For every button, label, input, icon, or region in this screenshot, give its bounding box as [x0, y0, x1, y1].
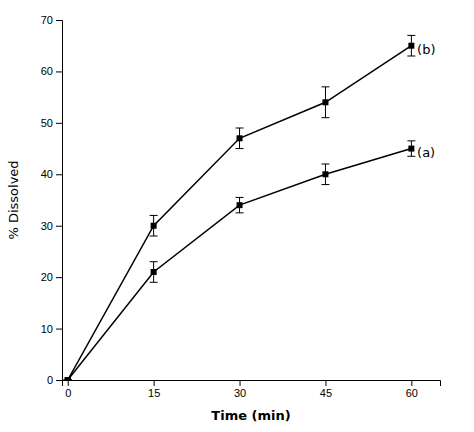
x-axis-tick-mark — [68, 380, 69, 386]
x-axis-tick-label: 45 — [320, 387, 332, 399]
marks — [64, 35, 416, 380]
marker — [237, 135, 243, 141]
y-axis: 0 10 20 30 40 50 60 70 — [41, 14, 63, 386]
y-axis-line — [56, 21, 63, 381]
y-axis-tick-mark — [56, 226, 62, 227]
y-axis-tick-label: 50 — [41, 117, 53, 129]
x-axis-tick-mark — [325, 380, 326, 386]
x-axis-tick-label: 60 — [406, 387, 418, 399]
marker — [151, 269, 157, 275]
y-axis-tick-label: 10 — [41, 323, 53, 335]
annotations: (b) (a) — [417, 42, 435, 160]
x-axis-tick: 60 — [406, 380, 418, 399]
x-axis: 0 15 30 45 60 — [63, 380, 441, 399]
y-axis-tick-label: 0 — [47, 374, 53, 386]
chart: 0 15 30 45 60 0 10 20 30 40 50 60 70 (b) (a) Time (min)… — [0, 0, 474, 432]
marker — [322, 99, 328, 105]
y-axis-tick-mark — [56, 329, 62, 330]
y-axis-tick-mark — [56, 123, 62, 124]
x-axis-tick-label: 15 — [148, 387, 160, 399]
y-axis-tick-mark — [56, 71, 62, 72]
y-axis-tick: 30 — [41, 220, 62, 232]
annotation: (a) — [417, 145, 435, 160]
error-bar — [321, 164, 329, 185]
series-line — [68, 149, 412, 380]
annotation: (b) — [417, 42, 435, 57]
error-bar — [150, 262, 158, 283]
y-axis-tick-mark — [56, 277, 62, 278]
x-axis-tick: 0 — [65, 380, 71, 399]
marker — [322, 171, 328, 177]
error-bar — [150, 215, 158, 236]
x-axis-tick-label: 0 — [65, 387, 71, 399]
y-axis-tick-label: 60 — [41, 65, 53, 77]
marker — [408, 43, 414, 49]
x-axis-title: Time (min) — [211, 408, 290, 423]
x-axis-tick: 30 — [234, 380, 246, 399]
y-axis-tick: 20 — [41, 271, 62, 283]
x-axis-line — [63, 381, 441, 387]
series — [64, 141, 416, 380]
y-axis-tick-mark — [56, 380, 62, 381]
x-axis-tick: 15 — [148, 380, 160, 399]
marker — [65, 377, 71, 380]
y-axis-tick-label: 20 — [41, 271, 53, 283]
error-bar — [407, 35, 415, 56]
marker — [408, 146, 414, 152]
y-axis-tick-label: 30 — [41, 220, 53, 232]
plot-area: 0 15 30 45 60 0 10 20 30 40 50 60 70 (b) (a) — [41, 14, 441, 399]
y-axis-tick: 70 — [41, 14, 62, 26]
marker — [65, 377, 71, 380]
y-axis-tick: 10 — [41, 323, 62, 335]
y-axis-tick-mark — [56, 174, 62, 175]
error-bar — [236, 128, 244, 149]
x-axis-tick: 45 — [320, 380, 332, 399]
error-bar — [321, 87, 329, 118]
series-line — [68, 46, 412, 380]
series — [64, 35, 416, 380]
y-axis-tick: 60 — [41, 65, 62, 77]
y-axis-tick: 50 — [41, 117, 62, 129]
error-bar — [407, 141, 415, 156]
marker — [237, 202, 243, 208]
y-axis-tick-label: 70 — [41, 14, 53, 26]
x-axis-tick-mark — [411, 380, 412, 386]
y-axis-tick: 0 — [47, 374, 62, 386]
marker — [151, 223, 157, 229]
x-axis-tick-mark — [240, 380, 241, 386]
error-bar — [236, 197, 244, 212]
x-axis-tick-mark — [154, 380, 155, 386]
y-axis-tick-mark — [56, 20, 62, 21]
y-axis-title: % Dissolved — [6, 160, 21, 239]
x-axis-tick-label: 30 — [234, 387, 246, 399]
y-axis-tick: 40 — [41, 168, 62, 180]
y-axis-tick-label: 40 — [41, 168, 53, 180]
